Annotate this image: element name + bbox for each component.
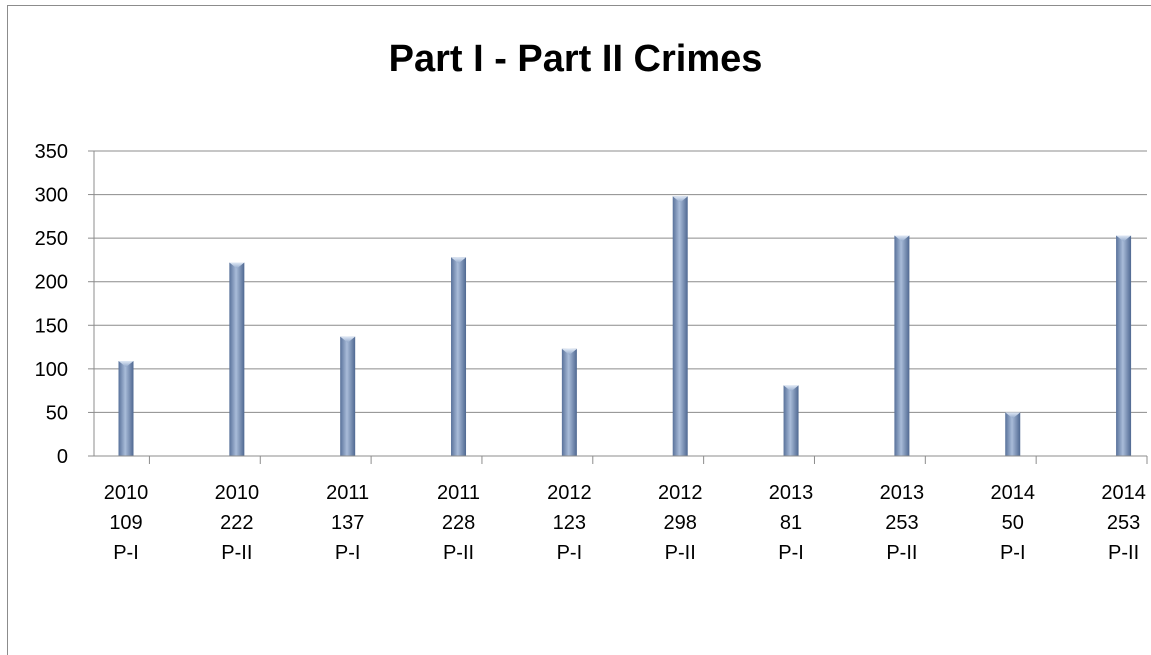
bar-cap	[1005, 412, 1021, 419]
bar	[561, 348, 577, 456]
x-category-label: 2013	[769, 482, 814, 504]
x-category-label: 2014	[990, 482, 1035, 504]
x-category-label: P-I	[1000, 542, 1026, 564]
x-category-label: P-I	[335, 542, 361, 564]
bar	[1116, 235, 1132, 456]
x-category-label: 298	[664, 512, 697, 534]
x-category-label: 2010	[104, 482, 149, 504]
x-category-label: 2010	[215, 482, 260, 504]
y-tick-label: 100	[35, 359, 68, 381]
gridlines	[94, 150, 1147, 413]
bar	[783, 385, 799, 456]
x-category-label: 123	[553, 512, 586, 534]
bar-cap	[340, 336, 356, 343]
bar-cap	[118, 361, 134, 368]
x-category-label: P-II	[221, 542, 252, 564]
bar-cap	[783, 385, 799, 392]
y-tick-label: 50	[46, 402, 68, 424]
x-axis-labels: 2010 109 P-I 2010 222 P-II 2011 137 P-I 2011 228 P-…	[104, 482, 1146, 564]
x-category-label: P-I	[557, 542, 583, 564]
y-tick-label: 0	[57, 446, 68, 468]
bar-cap	[451, 257, 467, 264]
y-tick-label: 350	[35, 141, 68, 163]
bar	[340, 336, 356, 456]
x-category-label: 2013	[880, 482, 925, 504]
chart-title: Part I - Part II Crimes	[388, 38, 763, 80]
chart-frame	[7, 5, 1151, 655]
y-axis-labels: 0 50 100 150 200 250 300 350	[35, 141, 68, 468]
bars	[118, 196, 1132, 457]
x-category-label: 2012	[547, 482, 592, 504]
bar	[229, 262, 245, 456]
axes	[88, 150, 1148, 464]
bar	[118, 361, 134, 456]
x-category-label: 2014	[1101, 482, 1146, 504]
x-category-label: P-I	[778, 542, 804, 564]
y-tick-label: 200	[35, 272, 68, 294]
bar-cap	[229, 262, 245, 269]
x-category-label: 222	[220, 512, 253, 534]
x-category-label: 2012	[658, 482, 703, 504]
x-category-label: 2011	[437, 482, 480, 504]
bar	[1005, 412, 1021, 456]
x-category-label: 228	[442, 512, 475, 534]
bar-cap	[1116, 235, 1132, 242]
x-category-label: P-II	[886, 542, 917, 564]
bar	[672, 196, 688, 457]
bar-cap	[894, 235, 910, 242]
bar-cap	[561, 348, 577, 355]
x-category-label: 253	[885, 512, 918, 534]
x-category-label: 109	[109, 512, 142, 534]
x-category-label: 50	[1002, 512, 1024, 534]
x-category-label: 2011	[326, 482, 369, 504]
x-category-label: P-I	[113, 542, 139, 564]
x-category-label: P-II	[1108, 542, 1139, 564]
x-category-label: P-II	[443, 542, 474, 564]
bar-cap	[672, 196, 688, 203]
x-category-label: 81	[780, 512, 802, 534]
x-category-label: 137	[331, 512, 364, 534]
y-tick-label: 150	[35, 315, 68, 337]
y-tick-label: 250	[35, 228, 68, 250]
y-tick-label: 300	[35, 185, 68, 207]
x-category-label: P-II	[665, 542, 696, 564]
bar	[894, 235, 910, 456]
x-category-label: 253	[1107, 512, 1140, 534]
bar	[451, 257, 467, 456]
